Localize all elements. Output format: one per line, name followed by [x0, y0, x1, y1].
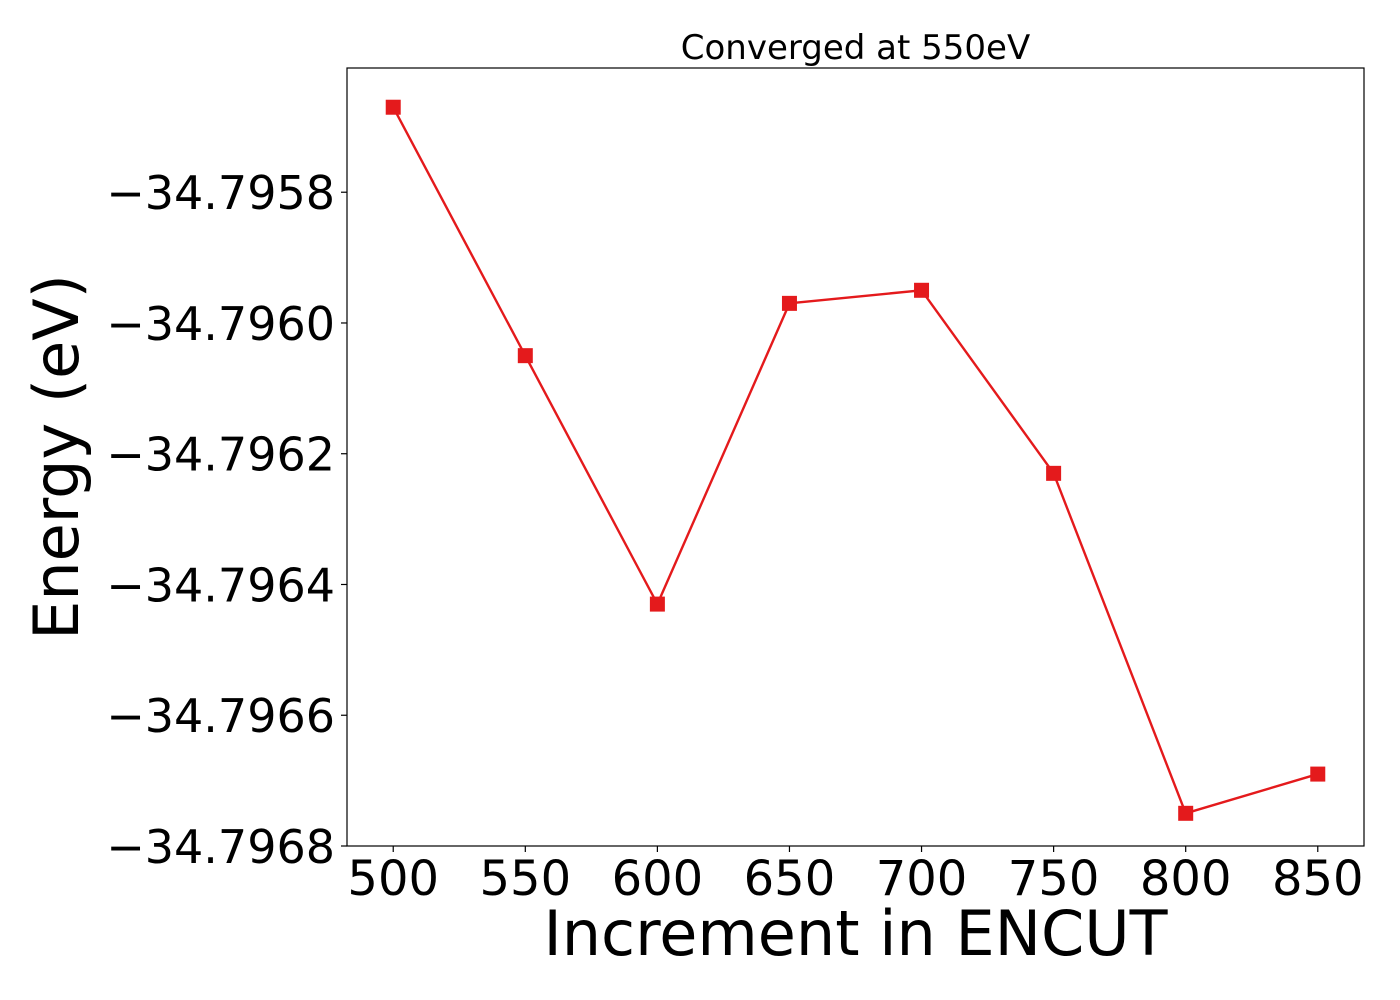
x-tick-label: 750	[1008, 851, 1100, 907]
x-tick-label: 650	[744, 851, 836, 907]
y-tick-label: −34.7964	[106, 558, 335, 612]
x-tick-label: 550	[479, 851, 571, 907]
data-point-marker	[1310, 766, 1326, 782]
data-point-marker	[385, 99, 401, 115]
plot-area-frame	[346, 67, 1365, 847]
data-point-marker	[781, 295, 797, 311]
x-tick-label: 850	[1272, 851, 1364, 907]
data-point-marker	[1178, 805, 1194, 821]
y-tick-label: −34.7962	[106, 428, 335, 482]
data-point-marker	[1046, 465, 1062, 481]
x-axis-title: Increment in ENCUT	[543, 897, 1168, 970]
series-line	[392, 106, 1319, 815]
chart-title: Converged at 550eV	[681, 28, 1030, 68]
x-tick-label: 500	[347, 851, 439, 907]
x-tick-label: 700	[876, 851, 968, 907]
x-tick-label: 600	[612, 851, 704, 907]
data-point-marker	[517, 348, 533, 364]
data-point-marker	[649, 596, 665, 612]
y-tick-label: −34.7966	[106, 689, 335, 743]
x-tick-label: 800	[1140, 851, 1232, 907]
y-axis-ticks: −34.7958 −34.7960 −34.7962 −34.7964 −34.7966…	[106, 166, 347, 874]
series-layer	[385, 99, 1326, 821]
y-tick-label: −34.7968	[106, 820, 335, 874]
y-axis-title: Energy (eV)	[20, 274, 93, 640]
y-tick-label: −34.7958	[106, 166, 335, 220]
data-point-marker	[914, 282, 930, 298]
y-tick-label: −34.7960	[106, 297, 335, 351]
x-axis-ticks: 500 550 600 650 700 750 800 850	[347, 846, 1364, 907]
